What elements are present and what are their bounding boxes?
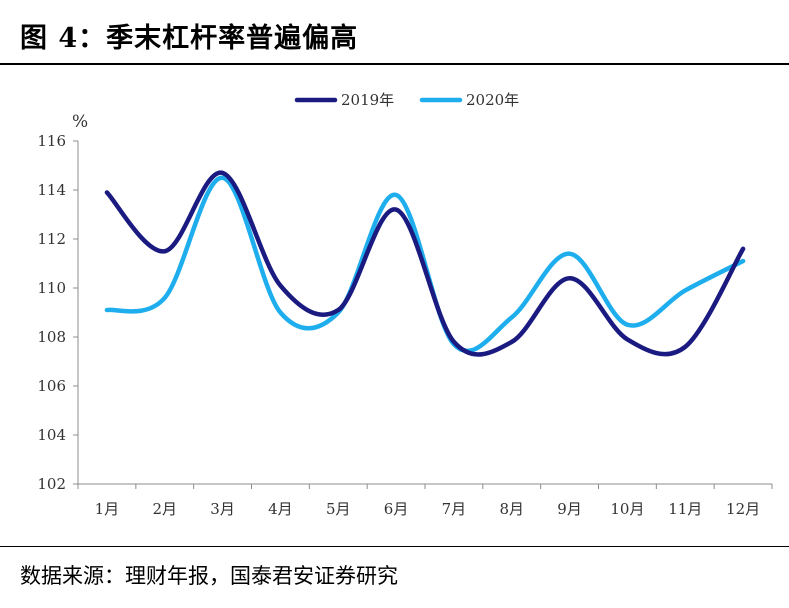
y-axis-unit-label: % [72, 112, 88, 132]
x-tick-label: 9月 [557, 500, 582, 518]
top-rule [0, 63, 789, 65]
y-tick-label: 112 [37, 230, 66, 248]
x-tick-label: 6月 [384, 500, 409, 518]
x-tick-label: 7月 [442, 500, 467, 518]
y-tick-label: 110 [37, 279, 66, 297]
x-tick-label: 1月 [95, 500, 120, 518]
legend-label: 2020年 [466, 91, 519, 109]
legend: 2019年 2020年 [294, 91, 519, 109]
series-line-2019年 [104, 170, 746, 357]
x-tick-label: 11月 [668, 500, 702, 518]
bottom-rule [0, 546, 789, 547]
x-tick-label: 12月 [726, 500, 760, 518]
line-chart: 2019年 2020年 102 104 106 108 110 112 114 116% 1月 2月… [37, 91, 773, 518]
x-tick-label: 4月 [268, 500, 293, 518]
source-note: 数据来源：理财年报，国泰君安证券研究 [20, 564, 398, 588]
x-tick-label: 5月 [326, 500, 351, 518]
y-tick-label: 116 [37, 132, 66, 150]
axes: 102 104 106 108 110 112 114 116% 1月 2月 3月 4月 5月 6月 7月 8… [37, 112, 773, 518]
legend-label: 2019年 [341, 91, 394, 109]
y-tick-label: 102 [37, 475, 66, 493]
x-tick-label: 2月 [152, 500, 177, 518]
x-tick-label: 10月 [610, 500, 644, 518]
x-tick-label: 3月 [210, 500, 235, 518]
figure-title: 图 4：季末杠杆率普遍偏高 [20, 23, 359, 54]
x-tick-label: 8月 [499, 500, 524, 518]
y-tick-label: 108 [37, 328, 66, 346]
y-tick-label: 106 [37, 377, 66, 395]
y-tick-label: 104 [37, 426, 66, 444]
series-lines [104, 170, 746, 357]
series-line-2020年 [104, 175, 746, 354]
y-tick-label: 114 [37, 181, 66, 199]
